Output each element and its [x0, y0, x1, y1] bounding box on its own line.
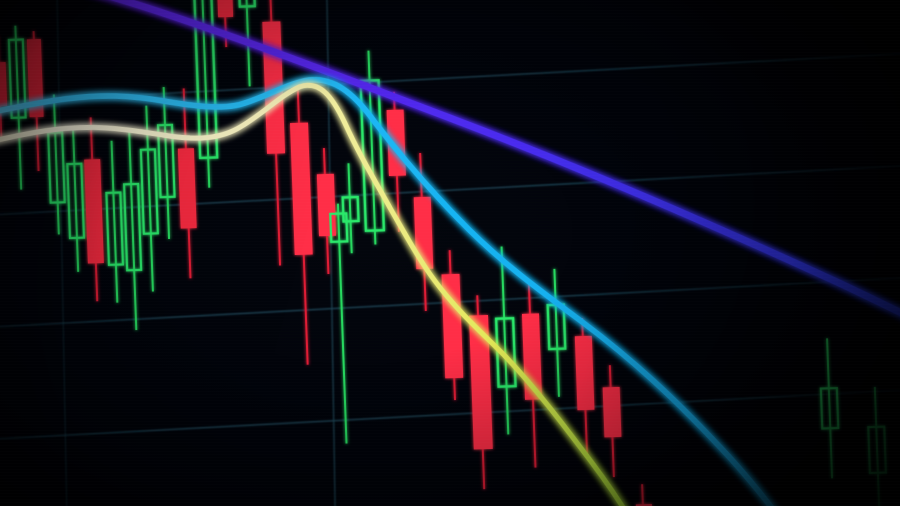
candle-bearish: [574, 318, 595, 456]
candle-bullish: [546, 268, 567, 397]
candle-bullish: [819, 338, 840, 479]
candle-bearish: [635, 484, 654, 506]
candle-bearish: [177, 88, 197, 279]
candle-bullish: [66, 127, 86, 272]
candle-bearish: [413, 153, 434, 311]
candle-bullish: [867, 386, 888, 506]
candle-bearish: [602, 365, 622, 478]
ma-fast-line: [0, 82, 669, 506]
gridline: [0, 384, 900, 444]
candle-bearish: [289, 84, 313, 365]
candle-bullish: [359, 50, 386, 245]
candle-bullish: [494, 246, 517, 435]
candle-bullish: [341, 163, 360, 254]
candle-bullish: [47, 94, 66, 235]
candle-bearish: [262, 0, 286, 266]
candle-bearish: [316, 148, 337, 275]
candle-bearish: [0, 36, 8, 141]
candle-bullish: [105, 140, 125, 303]
candle-bearish: [84, 117, 104, 302]
gridline: [54, 0, 70, 506]
candle-bearish: [441, 250, 464, 401]
candle-bullish: [156, 87, 176, 240]
